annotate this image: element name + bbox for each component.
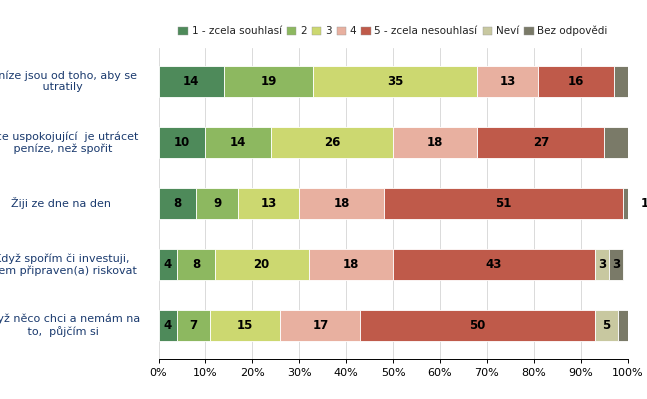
Bar bbox=[393, 126, 477, 158]
Bar bbox=[159, 188, 196, 219]
Bar bbox=[313, 65, 477, 97]
Text: 35: 35 bbox=[387, 75, 404, 88]
Text: 50: 50 bbox=[469, 319, 486, 332]
Bar bbox=[159, 126, 205, 158]
Bar bbox=[477, 65, 538, 97]
Text: 26: 26 bbox=[324, 136, 340, 149]
Bar bbox=[238, 188, 299, 219]
Bar bbox=[309, 249, 393, 280]
Bar bbox=[618, 310, 628, 342]
Bar bbox=[299, 188, 384, 219]
Text: 17: 17 bbox=[313, 319, 329, 332]
Text: 4: 4 bbox=[164, 258, 172, 271]
Text: 14: 14 bbox=[183, 75, 199, 88]
Text: 16: 16 bbox=[568, 75, 584, 88]
Bar bbox=[538, 65, 613, 97]
Bar bbox=[623, 188, 647, 219]
Text: 8: 8 bbox=[173, 197, 181, 210]
Bar bbox=[215, 249, 309, 280]
Bar bbox=[613, 65, 647, 97]
Text: 11: 11 bbox=[641, 197, 647, 210]
Bar bbox=[360, 310, 595, 342]
Text: 18: 18 bbox=[427, 136, 443, 149]
Text: 9: 9 bbox=[213, 197, 221, 210]
Text: 10: 10 bbox=[174, 136, 190, 149]
Bar bbox=[384, 188, 623, 219]
Legend: 1 - zcela souhlasí, 2, 3, 4, 5 - zcela nesouhlasí, Neví, Bez odpovědi: 1 - zcela souhlasí, 2, 3, 4, 5 - zcela n… bbox=[179, 26, 608, 36]
Bar bbox=[595, 310, 619, 342]
Text: 13: 13 bbox=[261, 197, 277, 210]
Bar bbox=[224, 65, 313, 97]
Bar bbox=[280, 310, 360, 342]
Text: 18: 18 bbox=[333, 197, 349, 210]
Text: 3: 3 bbox=[612, 258, 620, 271]
Bar bbox=[196, 188, 238, 219]
Bar bbox=[159, 249, 177, 280]
Text: 27: 27 bbox=[532, 136, 549, 149]
Bar bbox=[177, 310, 210, 342]
Text: 5: 5 bbox=[602, 319, 611, 332]
Bar bbox=[604, 126, 647, 158]
Bar bbox=[271, 126, 393, 158]
Text: 18: 18 bbox=[343, 258, 359, 271]
Text: 43: 43 bbox=[486, 258, 502, 271]
Bar bbox=[595, 249, 609, 280]
Bar bbox=[477, 126, 604, 158]
Text: 7: 7 bbox=[190, 319, 198, 332]
Bar bbox=[159, 65, 224, 97]
Text: 8: 8 bbox=[192, 258, 200, 271]
Text: 19: 19 bbox=[261, 75, 277, 88]
Bar bbox=[177, 249, 215, 280]
Text: 20: 20 bbox=[254, 258, 270, 271]
Bar bbox=[205, 126, 271, 158]
Bar bbox=[609, 249, 623, 280]
Bar bbox=[210, 310, 281, 342]
Text: 13: 13 bbox=[500, 75, 516, 88]
Text: 4: 4 bbox=[164, 319, 172, 332]
Bar bbox=[159, 310, 177, 342]
Bar bbox=[393, 249, 595, 280]
Text: 3: 3 bbox=[598, 258, 606, 271]
Text: 14: 14 bbox=[230, 136, 247, 149]
Text: 15: 15 bbox=[237, 319, 254, 332]
Text: 51: 51 bbox=[495, 197, 512, 210]
